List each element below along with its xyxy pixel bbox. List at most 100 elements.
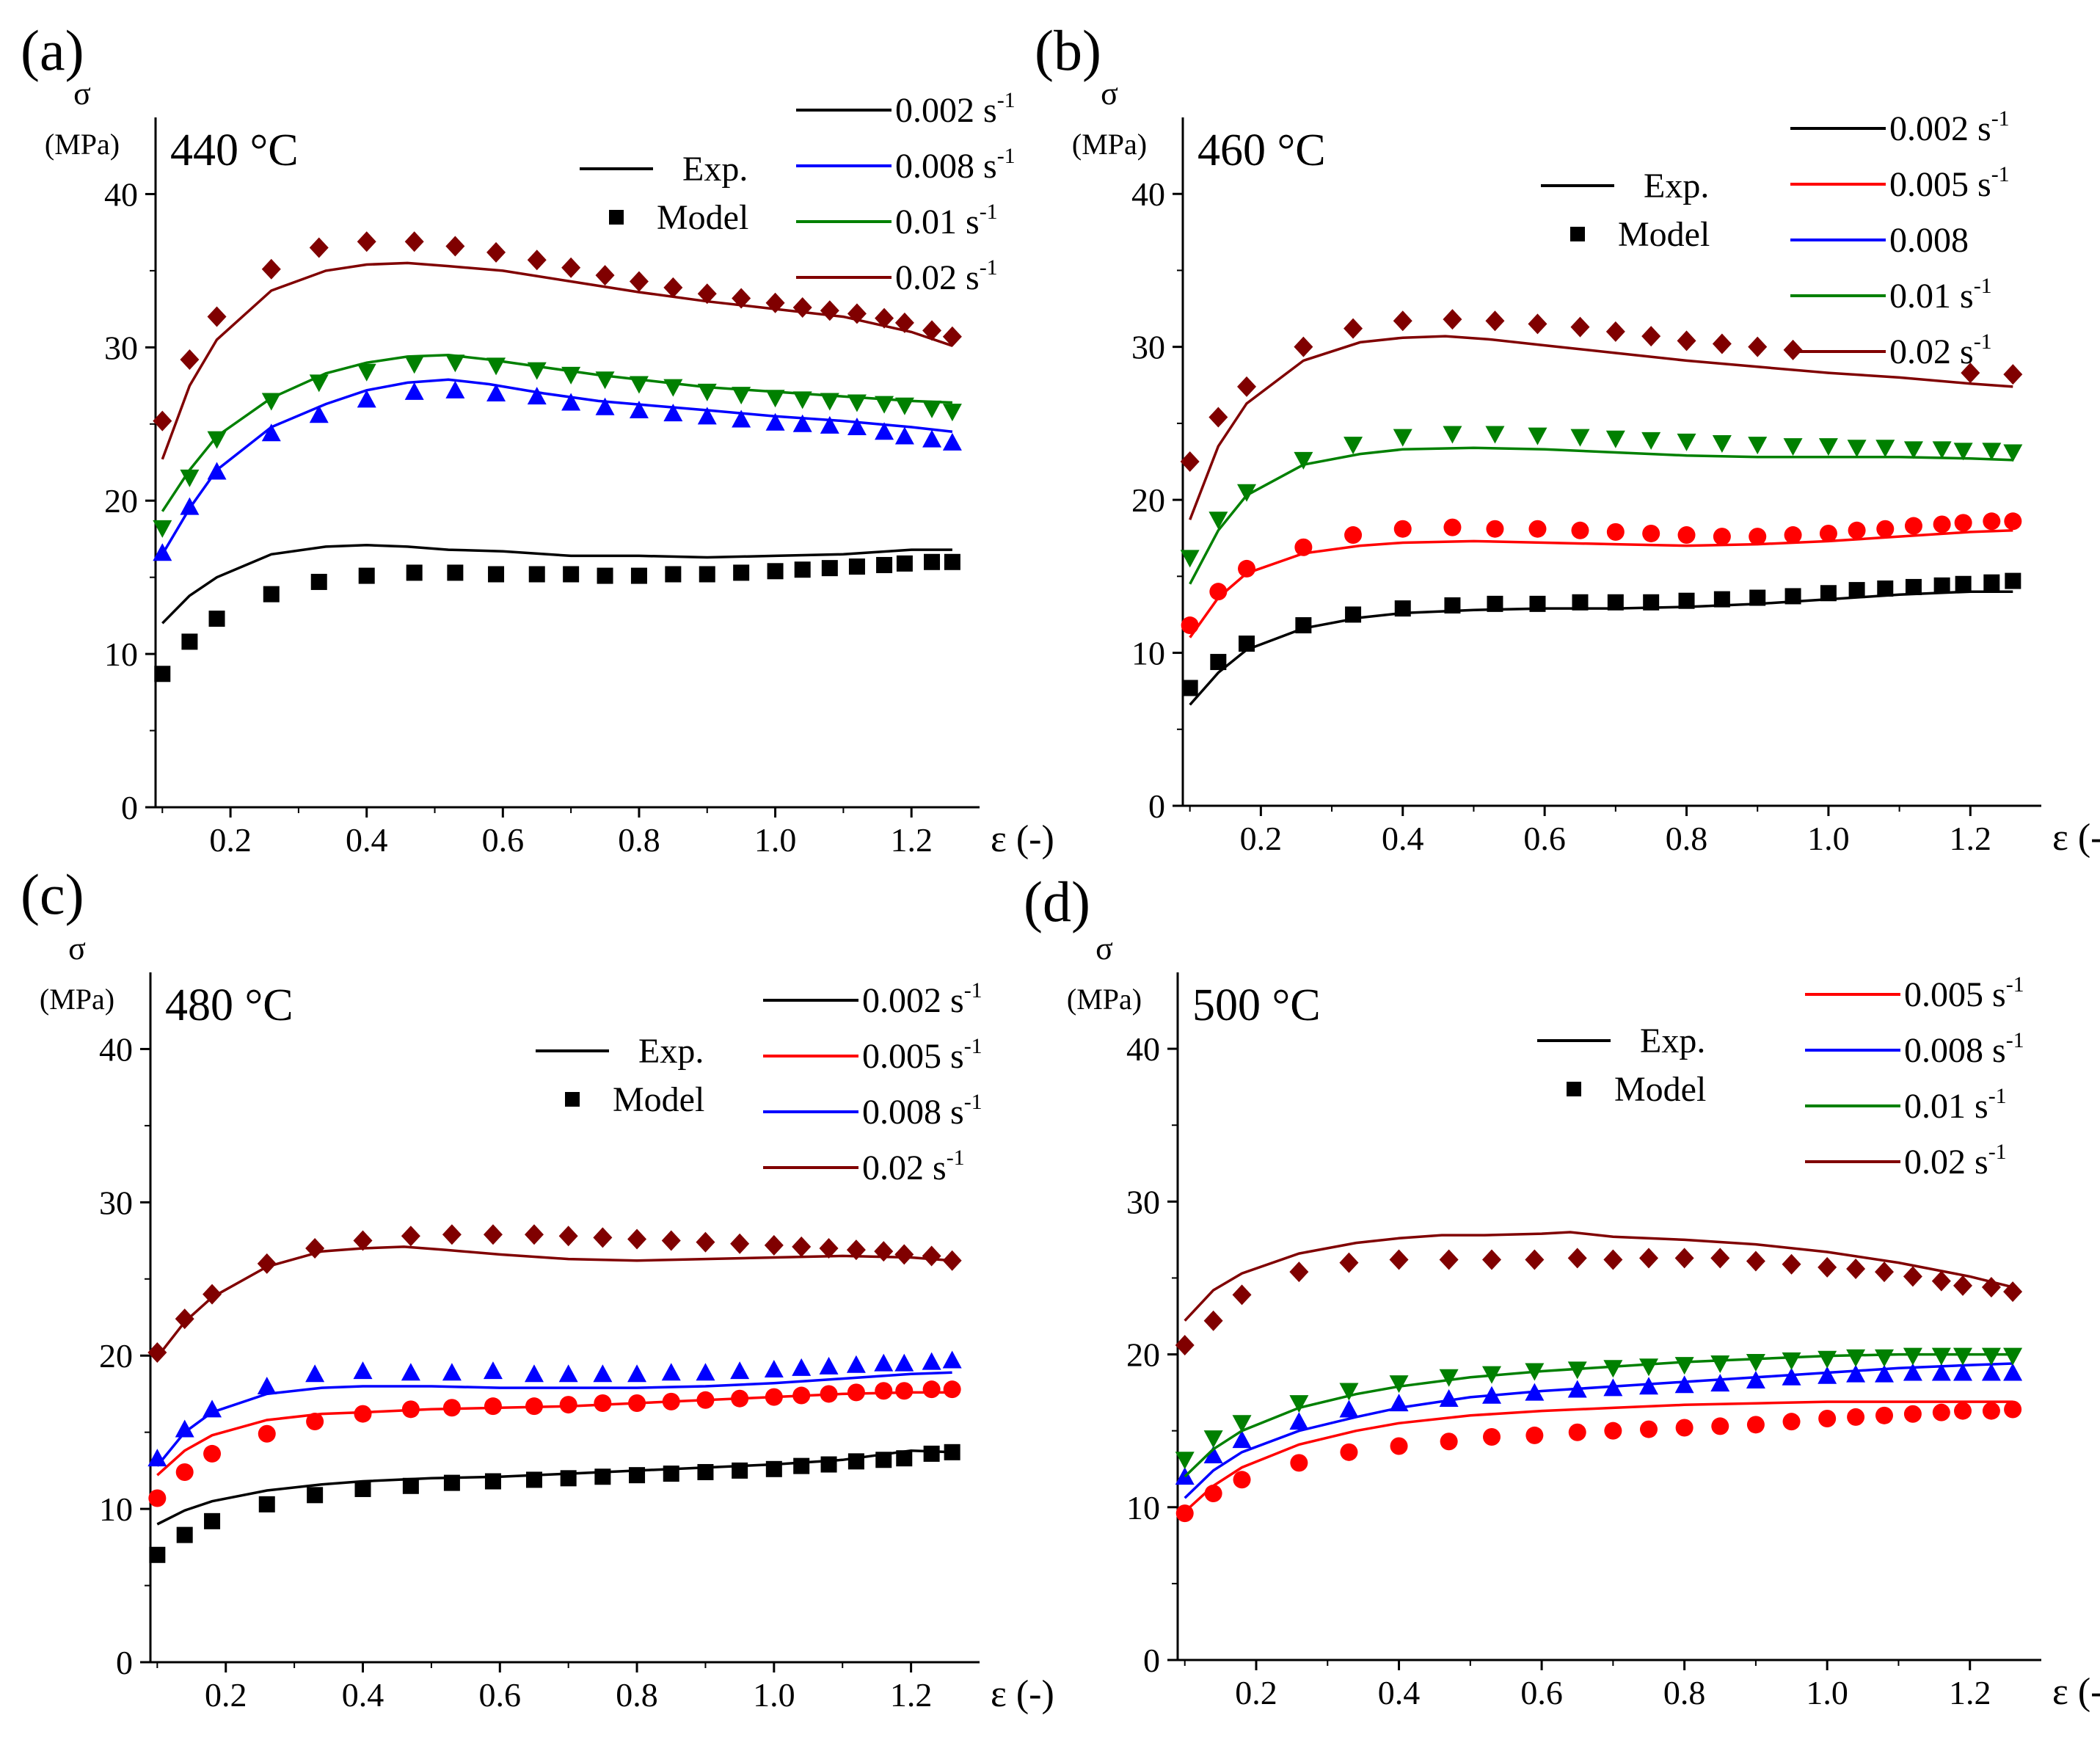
model-point: [445, 354, 465, 373]
x-tick-label: 0.2: [1235, 1674, 1277, 1711]
model-point: [1290, 1454, 1308, 1472]
model-point: [663, 1466, 679, 1482]
model-point: [1294, 451, 1313, 470]
model-point: [1746, 1353, 1765, 1372]
model-point: [628, 1394, 646, 1412]
model-point: [560, 1470, 577, 1487]
model-point: [792, 391, 812, 409]
model-point: [924, 553, 941, 570]
model-point: [1875, 1349, 1894, 1367]
chart-panel: (c) 480 °C 0 10 20 30 40 0.2 0.4 0.6 0.8 1.0 1.2 σ (MP…: [21, 862, 1054, 1715]
model-point: [874, 1353, 894, 1372]
model-point: [1746, 1370, 1765, 1388]
model-point: [875, 422, 894, 440]
model-point: [1875, 1262, 1894, 1283]
legend-label-main: 0.01 s: [1889, 277, 1974, 316]
legend-label-sup: -1: [997, 88, 1016, 112]
model-point: [1903, 1363, 1922, 1381]
model-point: [1175, 1452, 1195, 1470]
legend-label-sup: -1: [964, 1090, 982, 1114]
model-point: [794, 561, 811, 578]
temperature-label: 500 °C: [1192, 980, 1321, 1030]
temperature-label: 480 °C: [165, 980, 294, 1030]
y-tick-label: 10: [1131, 635, 1165, 672]
legend-exp-label: Exp.: [1640, 1022, 1705, 1060]
model-point: [483, 1361, 503, 1380]
model-point: [1482, 1366, 1501, 1384]
model-point: [445, 236, 465, 257]
model-point: [1712, 333, 1732, 354]
legend-label-sup: -1: [964, 1034, 982, 1058]
legend-model-label: Model: [613, 1080, 704, 1119]
model-point: [595, 397, 615, 415]
model-point: [486, 357, 506, 376]
y-axis-unit: (MPa): [40, 983, 114, 1016]
x-tick-label: 0.4: [342, 1676, 384, 1714]
model-point: [1847, 440, 1867, 458]
model-point: [1175, 1335, 1195, 1356]
model-point: [561, 257, 581, 278]
model-point: [1783, 339, 1803, 360]
legend-label-sup: -1: [980, 200, 998, 224]
legend-label: 0.008: [1889, 221, 1969, 260]
model-point: [1875, 440, 1895, 458]
model-point: [1603, 1249, 1623, 1270]
y-tick-label: 20: [1131, 481, 1165, 519]
model-point: [1237, 376, 1257, 397]
model-point: [305, 1238, 325, 1259]
model-point: [1674, 1375, 1694, 1394]
model-point: [1604, 1421, 1622, 1440]
model-point: [767, 563, 784, 580]
model-point: [593, 1364, 613, 1383]
model-point: [2003, 1281, 2023, 1303]
x-axis-label: ε (-): [991, 1673, 1054, 1715]
model-point: [175, 1419, 194, 1438]
legend-label: 0.002 s-1: [895, 88, 1016, 130]
legend-label-main: 0.008 s: [895, 147, 997, 186]
model-point: [1203, 1310, 1223, 1331]
model-point: [765, 1460, 782, 1477]
model-point: [528, 566, 545, 583]
model-point: [922, 400, 942, 418]
model-point: [1208, 407, 1228, 428]
y-axis-unit: (MPa): [1072, 128, 1147, 161]
model-point: [1528, 313, 1547, 335]
model-point: [1525, 1383, 1545, 1401]
y-tick-label: 40: [1131, 175, 1165, 213]
model-point: [730, 1233, 750, 1254]
x-tick-label: 0.8: [618, 821, 660, 859]
x-tick-label: 0.8: [1666, 820, 1708, 857]
model-point: [357, 231, 376, 252]
model-point: [1784, 526, 1802, 545]
model-point: [792, 297, 812, 318]
model-point: [1571, 521, 1589, 539]
model-point: [1487, 595, 1503, 612]
model-point: [697, 1463, 714, 1480]
model-point: [894, 1244, 914, 1265]
model-point: [848, 558, 865, 575]
model-point: [527, 362, 547, 380]
model-point: [1818, 1350, 1837, 1369]
x-tick-label: 0.2: [205, 1676, 247, 1714]
model-point: [1932, 1403, 1950, 1421]
legend-label-main: 0.008: [1889, 221, 1969, 260]
model-point: [154, 666, 171, 682]
model-point: [153, 410, 172, 432]
model-point: [792, 414, 812, 432]
model-point: [665, 566, 682, 583]
model-point: [1954, 1402, 1972, 1420]
panel-label: (b): [1035, 18, 1101, 82]
model-point: [561, 366, 581, 385]
legend-label: 0.008 s-1: [862, 1090, 982, 1132]
model-point: [820, 300, 839, 321]
model-point: [943, 1380, 961, 1399]
x-tick-label: 1.0: [1807, 820, 1850, 857]
model-point: [1238, 559, 1256, 578]
panel-label: (a): [21, 18, 84, 82]
model-point: [1485, 426, 1505, 444]
model-point: [1294, 538, 1313, 556]
legend-label: 0.005 s-1: [1889, 162, 2010, 204]
model-point: [1641, 326, 1661, 347]
model-point: [662, 1392, 680, 1410]
